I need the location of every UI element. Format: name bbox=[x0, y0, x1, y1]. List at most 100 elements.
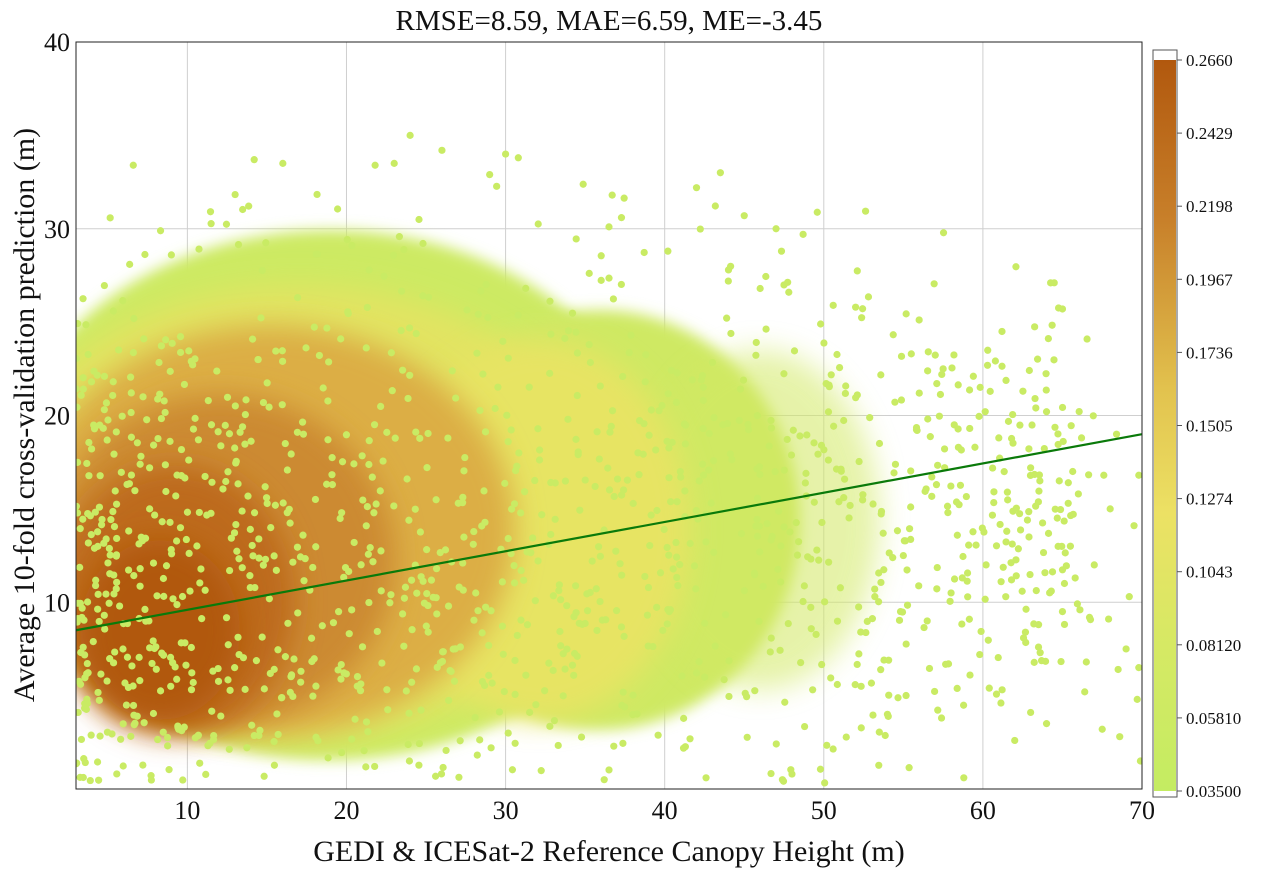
scatter-point bbox=[408, 678, 416, 686]
scatter-point bbox=[438, 657, 447, 666]
scatter-point bbox=[315, 351, 324, 360]
scatter-point bbox=[602, 616, 610, 624]
scatter-point bbox=[523, 621, 532, 629]
scatter-point bbox=[487, 607, 495, 615]
scatter-point bbox=[666, 606, 675, 614]
scatter-point bbox=[328, 454, 336, 462]
scatter-point bbox=[279, 159, 287, 167]
scatter-point bbox=[692, 585, 700, 593]
scatter-point bbox=[274, 730, 282, 739]
scatter-point bbox=[287, 450, 295, 458]
scatter-point bbox=[231, 402, 239, 410]
scatter-point bbox=[290, 655, 298, 663]
scatter-point bbox=[270, 738, 278, 746]
scatter-point bbox=[370, 509, 378, 517]
scatter-point bbox=[324, 436, 332, 444]
scatter-point bbox=[775, 507, 783, 515]
scatter-point bbox=[127, 373, 135, 381]
scatter-point bbox=[585, 269, 593, 277]
scatter-point bbox=[438, 146, 446, 154]
scatter-point bbox=[546, 297, 554, 305]
scatter-point bbox=[110, 450, 118, 458]
scatter-point bbox=[386, 599, 394, 607]
scatter-point bbox=[903, 566, 911, 574]
scatter-point bbox=[103, 728, 112, 736]
scatter-point bbox=[647, 511, 655, 519]
scatter-point bbox=[619, 486, 628, 494]
scatter-point bbox=[679, 744, 688, 752]
scatter-point bbox=[559, 650, 567, 658]
scatter-point bbox=[365, 460, 373, 469]
scatter-point bbox=[634, 449, 642, 457]
scatter-point bbox=[954, 443, 963, 451]
scatter-point bbox=[667, 498, 675, 506]
scatter-point bbox=[605, 766, 613, 774]
scatter-point bbox=[377, 587, 385, 595]
scatter-point bbox=[358, 452, 366, 460]
scatter-point bbox=[79, 385, 87, 393]
scatter-point bbox=[176, 348, 185, 357]
scatter-point bbox=[236, 428, 244, 436]
scatter-point bbox=[1014, 545, 1022, 553]
scatter-point bbox=[934, 461, 942, 469]
scatter-point bbox=[90, 425, 99, 433]
scatter-point bbox=[635, 417, 644, 425]
scatter-point bbox=[241, 440, 249, 448]
scatter-point bbox=[281, 439, 289, 448]
scatter-point bbox=[96, 421, 104, 429]
scatter-point bbox=[1135, 471, 1142, 479]
scatter-point bbox=[663, 620, 671, 628]
scatter-point bbox=[309, 692, 317, 700]
scatter-point bbox=[182, 661, 190, 669]
scatter-point bbox=[635, 471, 643, 479]
scatter-point bbox=[334, 666, 342, 674]
scatter-point bbox=[299, 430, 308, 438]
scatter-point bbox=[821, 598, 829, 606]
scatter-point bbox=[293, 428, 302, 436]
y-tick-label: 40 bbox=[44, 28, 70, 57]
scatter-point bbox=[940, 445, 949, 453]
scatter-point bbox=[621, 703, 629, 711]
scatter-point bbox=[1064, 479, 1072, 487]
scatter-point bbox=[126, 260, 134, 268]
scatter-point bbox=[111, 648, 119, 656]
scatter-point bbox=[833, 350, 841, 359]
scatter-point bbox=[753, 515, 761, 524]
scatter-point bbox=[1074, 490, 1082, 498]
scatter-point bbox=[338, 458, 347, 466]
scatter-point bbox=[546, 722, 554, 730]
scatter-point bbox=[140, 335, 148, 343]
scatter-point bbox=[131, 719, 139, 727]
scatter-point bbox=[404, 740, 412, 749]
colorbar-tick-label: 0.1043 bbox=[1186, 563, 1233, 582]
scatter-point bbox=[612, 547, 620, 555]
scatter-point bbox=[755, 463, 764, 471]
scatter-point bbox=[716, 169, 724, 177]
scatter-point bbox=[743, 733, 751, 741]
scatter-point bbox=[1112, 430, 1121, 438]
scatter-point bbox=[813, 546, 821, 554]
scatter-point bbox=[149, 637, 157, 645]
scatter-point bbox=[969, 528, 977, 536]
scatter-point bbox=[823, 741, 831, 749]
scatter-point bbox=[753, 412, 761, 420]
scatter-point bbox=[387, 349, 395, 357]
scatter-point bbox=[755, 617, 763, 626]
scatter-point bbox=[772, 740, 780, 748]
scatter-point bbox=[772, 225, 780, 233]
scatter-point bbox=[503, 411, 511, 419]
scatter-point bbox=[579, 180, 587, 188]
scatter-point bbox=[597, 252, 605, 260]
scatter-point bbox=[692, 184, 701, 192]
scatter-point bbox=[937, 714, 946, 722]
scatter-point bbox=[413, 589, 421, 597]
scatter-point bbox=[76, 563, 84, 571]
scatter-point bbox=[433, 663, 441, 671]
scatter-point bbox=[877, 666, 885, 674]
scatter-point bbox=[222, 477, 230, 486]
scatter-point bbox=[127, 433, 136, 441]
scatter-point bbox=[1069, 467, 1077, 476]
scatter-point bbox=[1086, 616, 1095, 624]
scatter-point bbox=[556, 627, 564, 636]
scatter-point bbox=[767, 424, 776, 432]
